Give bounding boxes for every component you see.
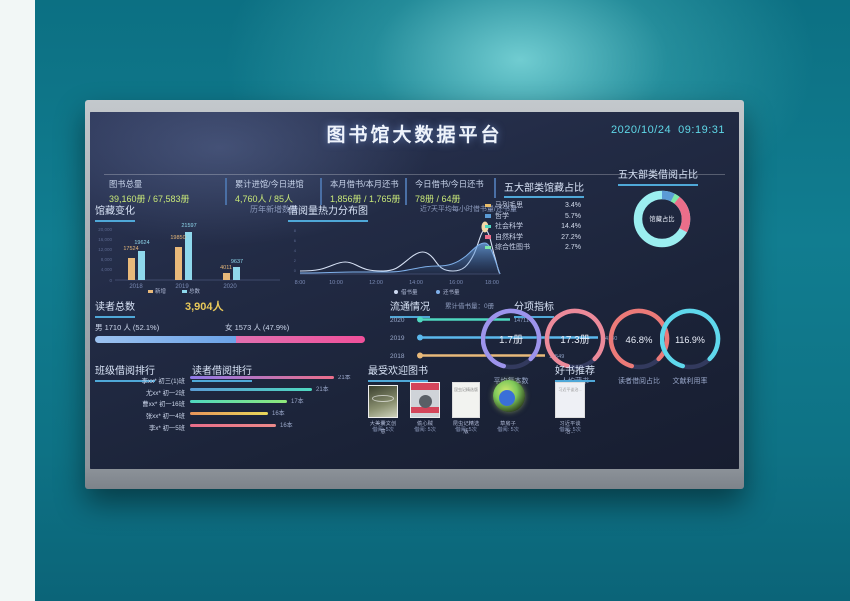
svg-text:10:00: 10:00 bbox=[329, 280, 343, 286]
svg-text:12,000: 12,000 bbox=[98, 247, 112, 252]
svg-text:2018: 2018 bbox=[390, 353, 405, 360]
svg-text:借书量: 借书量 bbox=[401, 288, 418, 296]
svg-text:文献利用率: 文献利用率 bbox=[673, 376, 708, 385]
svg-text:4011: 4011 bbox=[220, 265, 232, 271]
svg-text:17.3册: 17.3册 bbox=[560, 335, 589, 346]
svg-text:2018: 2018 bbox=[129, 284, 143, 290]
svg-text:16,000: 16,000 bbox=[98, 237, 112, 242]
svg-text:总数: 总数 bbox=[189, 287, 201, 295]
svg-text:14:00: 14:00 bbox=[409, 280, 423, 286]
svg-text:19624: 19624 bbox=[134, 240, 149, 246]
svg-text:4,000: 4,000 bbox=[101, 267, 113, 272]
svg-text:2020: 2020 bbox=[390, 317, 405, 324]
svg-text:9637: 9637 bbox=[231, 259, 243, 265]
svg-text:2019: 2019 bbox=[390, 335, 405, 342]
svg-text:2019: 2019 bbox=[175, 284, 189, 290]
svg-text:馆藏占比: 馆藏占比 bbox=[649, 214, 674, 223]
svg-text:21597: 21597 bbox=[181, 223, 196, 229]
svg-text:8,000: 8,000 bbox=[101, 257, 113, 262]
svg-text:6: 6 bbox=[294, 238, 297, 243]
svg-text:46.8%: 46.8% bbox=[626, 335, 653, 346]
svg-text:20,000: 20,000 bbox=[98, 227, 112, 232]
svg-text:2020: 2020 bbox=[223, 284, 237, 290]
svg-text:0: 0 bbox=[294, 268, 297, 273]
svg-text:17524: 17524 bbox=[123, 246, 138, 252]
svg-text:17本: 17本 bbox=[291, 397, 304, 405]
svg-text:16本: 16本 bbox=[272, 409, 285, 417]
svg-text:21本: 21本 bbox=[338, 375, 351, 381]
svg-text:新增: 新增 bbox=[155, 287, 166, 295]
svg-text:21本: 21本 bbox=[316, 385, 329, 393]
svg-text:19850: 19850 bbox=[170, 235, 185, 241]
svg-text:还书量: 还书量 bbox=[443, 288, 460, 296]
svg-text:12:00: 12:00 bbox=[369, 280, 383, 286]
svg-text:4: 4 bbox=[294, 248, 297, 253]
svg-text:8: 8 bbox=[294, 228, 297, 233]
svg-text:18:00: 18:00 bbox=[485, 280, 499, 286]
svg-text:2: 2 bbox=[294, 258, 297, 263]
svg-text:1.7册: 1.7册 bbox=[499, 335, 523, 346]
svg-text:8:00: 8:00 bbox=[295, 280, 306, 286]
svg-text:读者借阅占比: 读者借阅占比 bbox=[618, 376, 660, 385]
svg-text:116.9%: 116.9% bbox=[675, 335, 705, 345]
svg-text:16:00: 16:00 bbox=[449, 280, 463, 286]
svg-text:0: 0 bbox=[109, 278, 112, 283]
svg-text:16本: 16本 bbox=[280, 421, 293, 429]
